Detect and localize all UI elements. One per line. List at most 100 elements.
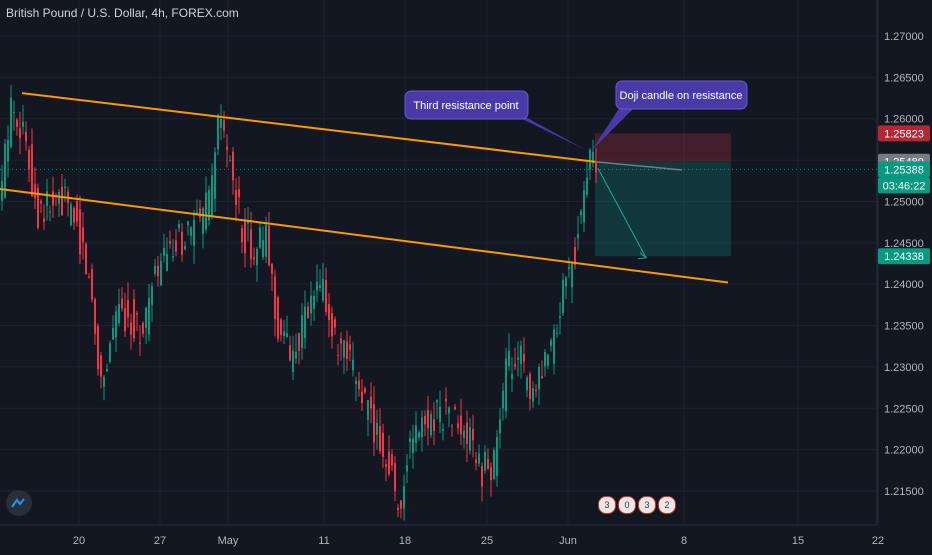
candle-body [325,280,327,312]
candle-body [64,186,66,188]
candle-body [595,163,597,173]
candle-body [493,450,495,480]
candle-body [103,376,105,387]
candle-body [388,451,390,475]
candle-body [367,400,369,420]
candle-body [157,265,159,276]
candle-body [205,192,207,230]
candle-body [259,227,261,248]
candle-body [559,316,561,319]
candle-body [268,225,270,265]
callout-text: Doji candle on resistance [620,90,743,102]
candle-body [244,221,246,254]
candle-body [583,190,585,223]
candle-body [526,377,528,391]
candle-body [577,234,579,239]
candle-body [112,327,114,340]
candle-body [28,149,30,170]
candle-body [19,128,21,139]
x-tick-label: 27 [154,535,166,547]
candle-body [124,308,126,332]
candle-body [376,422,378,436]
candle-body [175,240,177,252]
candle-body [427,409,429,429]
candle-body [346,341,348,360]
candle-body [235,190,237,205]
price-label-tag [878,125,930,142]
candle-body [532,387,534,402]
candle-body [568,267,570,269]
candle-body [85,243,87,275]
candle-body [472,429,474,441]
candle-body [100,355,102,377]
candle-body [73,207,75,223]
candle-body [322,279,324,301]
candle-body [505,358,507,412]
candle-body [463,430,465,438]
chart-title: British Pound / U.S. Dollar, 4h, FOREX.c… [6,6,239,20]
candle-body [436,400,438,403]
candle-body [517,357,519,360]
x-tick-label: Jun [559,535,577,547]
price-label: 1.25823 [884,128,924,140]
x-tick-label: May [218,535,239,547]
x-tick-label: 25 [481,535,493,547]
candle-body [421,417,423,438]
candle-body [145,307,147,328]
candle-body [148,298,150,335]
candle-body [415,425,417,443]
candle-body [340,338,342,344]
candle-body [241,228,243,243]
callout-text: Third resistance point [413,100,518,112]
candle-body [58,191,60,205]
candle-body [571,263,573,288]
candle-body [136,313,138,315]
candle-body [49,211,51,213]
candle-body [592,151,594,164]
candle-body [403,486,405,509]
candle-body [166,254,168,272]
candle-body [313,295,315,309]
candle-body [523,354,525,362]
callout-doji: Doji candle on resistance [592,80,748,150]
candle-body [277,297,279,339]
candle-body [511,374,513,380]
candle-body [337,355,339,357]
candle-body [541,376,543,379]
candle-body [190,227,192,236]
y-tick-label: 1.26000 [884,114,924,126]
callout-third-resistance: Third resistance point [404,90,586,150]
candle-body [271,263,273,275]
tradingview-logo-icon[interactable] [6,490,32,516]
candle-body [520,345,522,365]
y-tick-label: 1.22500 [884,403,924,415]
candle-body [499,419,501,434]
price-label-tag [878,161,930,178]
candle-body [544,352,546,367]
y-tick-label: 1.27000 [884,31,924,43]
candle-body [457,423,459,429]
candle-body [226,146,228,150]
candle-body [7,139,9,162]
y-tick-label: 1.24000 [884,279,924,291]
candle-body [274,276,276,319]
candle-body [508,350,510,367]
candle-body [460,415,462,435]
trendline-lower [0,188,729,284]
callout-box [404,90,529,120]
callout-box [615,80,748,110]
candle-body [394,463,396,492]
candle-body [199,208,201,218]
candle-body [130,322,132,335]
candle-body [76,201,78,222]
candle-body [418,432,420,438]
candle-body [181,231,183,255]
y-tick-label: 1.23500 [884,321,924,333]
candle-body [70,204,72,226]
candle-body [115,311,117,338]
idea-badges: 3 0 3 2 [598,496,676,514]
candle-body [238,189,240,198]
